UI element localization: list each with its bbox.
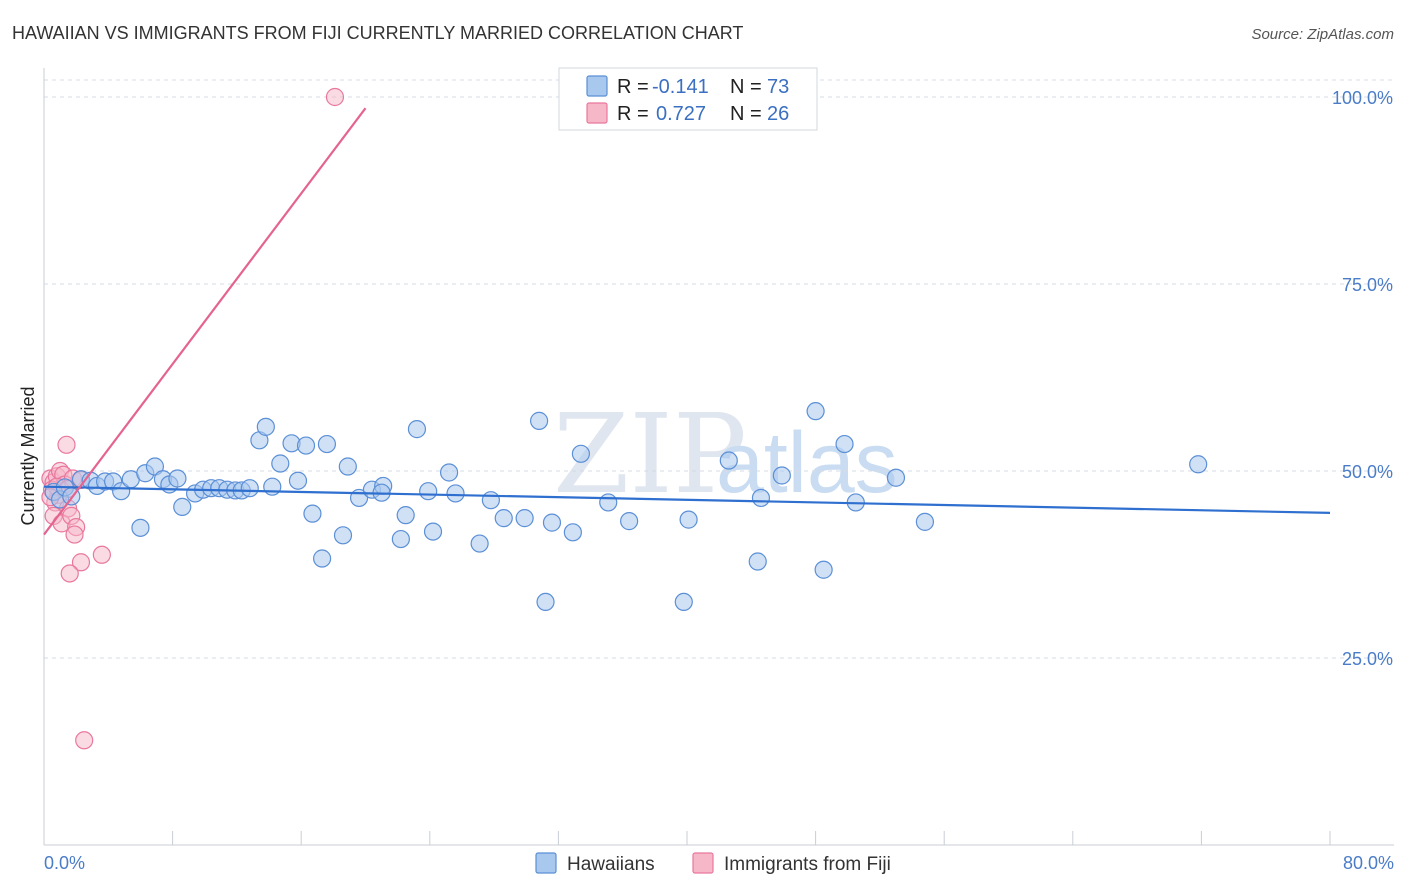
legend-n-value-2: 26 xyxy=(767,103,789,125)
hawaiian-point xyxy=(317,434,337,454)
legend-n-label-2: N = xyxy=(730,103,762,125)
hawaiian-point xyxy=(173,497,192,517)
chart-title: HAWAIIAN VS IMMIGRANTS FROM FIJI CURRENT… xyxy=(12,23,743,43)
fiji-point xyxy=(57,435,76,454)
x-tick-label-min: 0.0% xyxy=(44,853,85,873)
hawaiian-point xyxy=(419,482,438,501)
hawaiian-point xyxy=(446,484,465,503)
hawaiian-point xyxy=(542,513,562,532)
hawaiian-point xyxy=(494,509,513,528)
watermark-atlas: atlas xyxy=(716,415,898,511)
hawaiian-point xyxy=(112,482,131,501)
hawaiian-point xyxy=(271,454,290,473)
x-tick-marks xyxy=(43,831,1331,845)
legend-swatch-hawaiians xyxy=(586,75,608,97)
fiji-point xyxy=(60,564,79,583)
hawaiian-point xyxy=(263,477,282,496)
y-tick-label: 50.0% xyxy=(1342,462,1393,482)
hawaiian-point xyxy=(515,509,534,528)
hawaiian-point xyxy=(296,436,316,455)
hawaiian-point xyxy=(439,463,459,482)
hawaiian-point xyxy=(1189,455,1208,474)
hawaiian-point xyxy=(563,523,582,542)
hawaiian-point xyxy=(806,402,825,421)
hawaiian-point xyxy=(530,411,549,430)
bottom-legend-swatch-hawaiians xyxy=(535,852,557,874)
hawaiian-point xyxy=(536,592,555,612)
legend-n-value-1: 73 xyxy=(767,76,789,98)
bottom-legend: Hawaiians Immigrants from Fiji xyxy=(535,852,891,875)
hawaiian-point xyxy=(748,552,767,571)
hawaiian-point xyxy=(168,469,187,488)
hawaiian-point xyxy=(303,504,322,523)
hawaiian-point xyxy=(396,506,415,525)
bottom-legend-swatch-fiji xyxy=(692,852,714,874)
hawaiian-point xyxy=(333,526,353,545)
y-tick-label: 25.0% xyxy=(1342,649,1393,669)
hawaiian-point xyxy=(719,451,738,470)
hawaiian-point xyxy=(772,466,791,485)
hawaiian-point xyxy=(886,468,906,487)
hawaiian-point xyxy=(288,471,308,490)
legend-r-label-1: R = xyxy=(617,76,649,98)
fiji-points xyxy=(41,87,345,750)
hawaiian-point xyxy=(423,522,443,541)
hawaiian-point xyxy=(814,560,833,579)
correlation-legend: R = -0.141 N = 73 R = 0.727 N = 26 xyxy=(558,67,818,131)
hawaiian-point xyxy=(620,512,639,531)
fiji-point xyxy=(65,525,84,544)
fiji-trend-line xyxy=(43,107,367,536)
hawaiian-point xyxy=(571,444,591,463)
hawaiian-point xyxy=(915,512,935,531)
hawaiian-point xyxy=(131,518,150,537)
legend-r-label-2: R = xyxy=(617,103,649,125)
grid-lines xyxy=(44,79,1394,659)
bottom-legend-fiji: Immigrants from Fiji xyxy=(724,854,891,875)
hawaiian-point xyxy=(256,417,275,436)
x-tick-label-max: 80.0% xyxy=(1343,853,1394,873)
fiji-point xyxy=(71,553,91,572)
hawaiian-point xyxy=(835,434,854,454)
hawaiian-point xyxy=(338,457,357,476)
y-tick-label: 100.0% xyxy=(1332,88,1393,108)
fiji-point xyxy=(75,731,94,750)
hawaiian-point xyxy=(470,534,489,553)
hawaiian-point xyxy=(674,592,693,612)
legend-swatch-fiji xyxy=(586,102,608,124)
hawaiian-point xyxy=(679,510,698,529)
hawaiian-point xyxy=(240,479,259,498)
bottom-legend-hawaiians: Hawaiians xyxy=(567,854,655,875)
hawaiian-point xyxy=(751,488,771,508)
y-axis-label: Currently Married xyxy=(18,386,38,525)
source-label: Source: ZipAtlas.com xyxy=(1251,26,1394,43)
hawaiian-trend-line xyxy=(43,485,1331,514)
fiji-point xyxy=(325,87,345,107)
hawaiian-point xyxy=(407,420,427,439)
hawaiian-point xyxy=(312,549,332,568)
y-tick-label: 75.0% xyxy=(1342,275,1393,295)
hawaiian-point xyxy=(481,491,500,510)
legend-r-value-1: -0.141 xyxy=(652,76,709,98)
hawaiian-point xyxy=(599,493,618,512)
legend-n-label-1: N = xyxy=(730,76,762,98)
y-tick-labels: 25.0% 50.0% 75.0% 100.0% xyxy=(1332,88,1393,669)
legend-r-value-2: 0.727 xyxy=(656,103,706,125)
fiji-point xyxy=(92,545,111,564)
hawaiian-point xyxy=(391,529,410,549)
